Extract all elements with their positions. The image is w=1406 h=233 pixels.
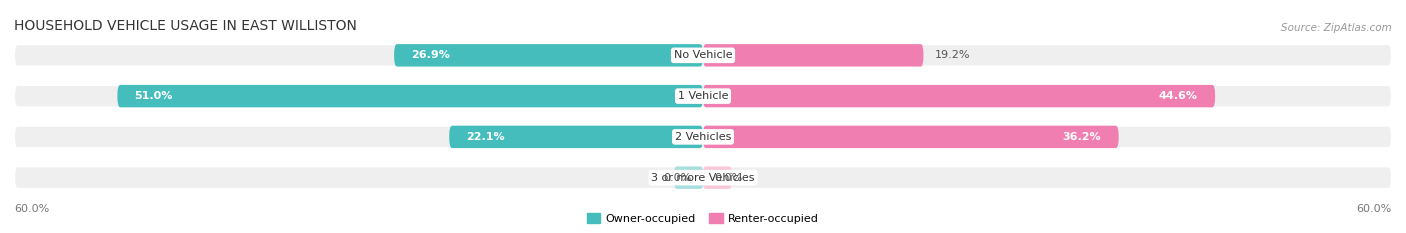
FancyBboxPatch shape — [14, 85, 1392, 107]
FancyBboxPatch shape — [703, 166, 731, 189]
Legend: Owner-occupied, Renter-occupied: Owner-occupied, Renter-occupied — [582, 209, 824, 228]
FancyBboxPatch shape — [14, 44, 1392, 67]
Text: 0.0%: 0.0% — [714, 173, 742, 183]
FancyBboxPatch shape — [14, 126, 1392, 148]
FancyBboxPatch shape — [14, 166, 1392, 189]
FancyBboxPatch shape — [394, 44, 703, 67]
Text: 60.0%: 60.0% — [14, 204, 49, 214]
Text: 44.6%: 44.6% — [1159, 91, 1198, 101]
Text: 2 Vehicles: 2 Vehicles — [675, 132, 731, 142]
FancyBboxPatch shape — [675, 166, 703, 189]
Text: 60.0%: 60.0% — [1357, 204, 1392, 214]
FancyBboxPatch shape — [117, 85, 703, 107]
Text: 3 or more Vehicles: 3 or more Vehicles — [651, 173, 755, 183]
Text: HOUSEHOLD VEHICLE USAGE IN EAST WILLISTON: HOUSEHOLD VEHICLE USAGE IN EAST WILLISTO… — [14, 19, 357, 33]
FancyBboxPatch shape — [450, 126, 703, 148]
FancyBboxPatch shape — [703, 85, 1215, 107]
Text: 1 Vehicle: 1 Vehicle — [678, 91, 728, 101]
Text: 51.0%: 51.0% — [135, 91, 173, 101]
Text: 36.2%: 36.2% — [1063, 132, 1101, 142]
Text: 0.0%: 0.0% — [664, 173, 692, 183]
Text: No Vehicle: No Vehicle — [673, 50, 733, 60]
Text: 19.2%: 19.2% — [935, 50, 970, 60]
FancyBboxPatch shape — [703, 126, 1119, 148]
Text: 26.9%: 26.9% — [412, 50, 450, 60]
Text: 22.1%: 22.1% — [467, 132, 505, 142]
FancyBboxPatch shape — [703, 44, 924, 67]
Text: Source: ZipAtlas.com: Source: ZipAtlas.com — [1281, 23, 1392, 33]
